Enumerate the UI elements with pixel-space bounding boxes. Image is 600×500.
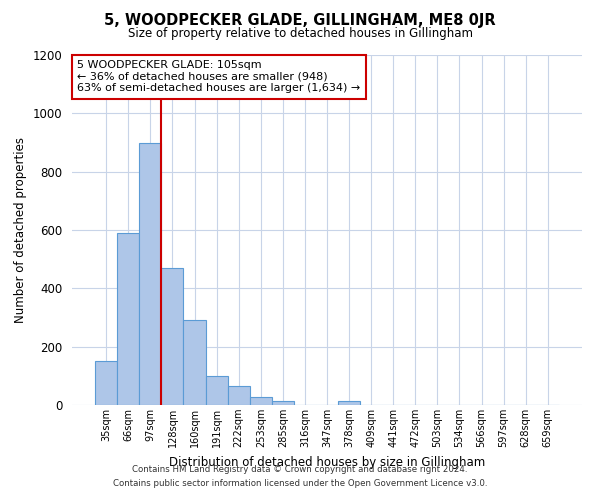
Bar — [117, 233, 139, 405]
Text: 5, WOODPECKER GLADE, GILLINGHAM, ME8 0JR: 5, WOODPECKER GLADE, GILLINGHAM, ME8 0JR — [104, 12, 496, 28]
Bar — [272, 400, 294, 405]
Bar — [184, 320, 206, 405]
Bar — [161, 268, 184, 405]
Bar — [206, 376, 227, 405]
Text: 5 WOODPECKER GLADE: 105sqm
← 36% of detached houses are smaller (948)
63% of sem: 5 WOODPECKER GLADE: 105sqm ← 36% of deta… — [77, 60, 361, 94]
Bar — [338, 400, 360, 405]
Bar — [95, 361, 117, 405]
Y-axis label: Number of detached properties: Number of detached properties — [14, 137, 27, 323]
X-axis label: Distribution of detached houses by size in Gillingham: Distribution of detached houses by size … — [169, 456, 485, 468]
Text: Contains HM Land Registry data © Crown copyright and database right 2024.
Contai: Contains HM Land Registry data © Crown c… — [113, 466, 487, 487]
Bar — [139, 142, 161, 405]
Text: Size of property relative to detached houses in Gillingham: Size of property relative to detached ho… — [128, 28, 473, 40]
Bar — [227, 386, 250, 405]
Bar — [250, 397, 272, 405]
